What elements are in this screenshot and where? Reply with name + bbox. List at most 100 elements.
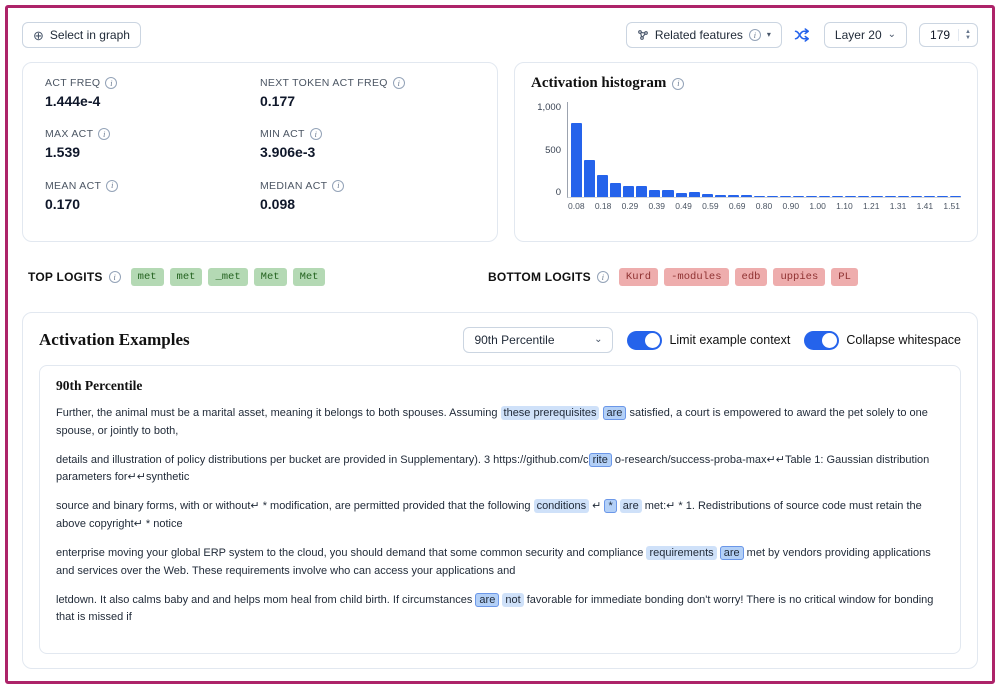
- examples-list: Further, the animal must be a marital as…: [56, 405, 944, 627]
- bottom-logit-token[interactable]: edb: [734, 268, 768, 286]
- collapse-whitespace-toggle[interactable]: [804, 330, 840, 350]
- bottom-logit-token[interactable]: PL: [831, 268, 858, 286]
- activation-example: Further, the animal must be a marital as…: [56, 405, 944, 441]
- histogram-bar: [701, 194, 713, 197]
- x-tick-label: 0.18: [594, 201, 612, 211]
- collapse-whitespace-label: Collapse whitespace: [846, 333, 961, 347]
- histogram-bar: [675, 192, 687, 197]
- info-icon[interactable]: i: [105, 77, 118, 89]
- limit-context-toggle[interactable]: [627, 330, 663, 350]
- bottom-logit-token[interactable]: uppies: [773, 268, 826, 286]
- toggle-knob: [822, 332, 838, 348]
- percentile-select[interactable]: 90th Percentile ⌄: [463, 327, 614, 353]
- stepper-up-icon[interactable]: ▲: [965, 29, 971, 35]
- stat-next-token-act-freq: NEXT TOKEN ACT FREQ i 0.177: [260, 77, 475, 124]
- select-in-graph-button[interactable]: ⊕ Select in graph: [22, 22, 141, 48]
- histogram-bar: [571, 122, 583, 197]
- histogram-bar: [636, 185, 648, 197]
- stat-label: MIN ACT: [260, 128, 305, 141]
- layer-select[interactable]: Layer 20 ⌄: [823, 22, 908, 48]
- activated-token[interactable]: these prerequisites: [500, 406, 600, 420]
- activated-token[interactable]: are: [475, 592, 500, 607]
- histogram-bar: [793, 195, 805, 197]
- histogram-bar: [819, 196, 831, 197]
- histogram: 1,000 500 0 0.08 0.18 0.29 0.39 0.49 0.59 0.69 0.…: [531, 102, 961, 211]
- x-tick-label: 1.00: [809, 201, 826, 211]
- histogram-bar: [832, 196, 844, 197]
- feature-index-stepper[interactable]: ▲ ▼: [958, 29, 971, 41]
- y-tick-label: 0: [555, 187, 561, 198]
- bottom-logits-label: BOTTOM LOGITS: [488, 270, 591, 284]
- activated-token[interactable]: *: [604, 499, 617, 514]
- activated-token[interactable]: are: [719, 545, 744, 560]
- histogram-bar: [858, 196, 870, 197]
- top-cards-row: ACT FREQ i 1.444e-4 NEXT TOKEN ACT FREQ i …: [22, 62, 978, 242]
- stats-card: ACT FREQ i 1.444e-4 NEXT TOKEN ACT FREQ i …: [22, 62, 498, 242]
- top-logit-token[interactable]: _met: [208, 268, 248, 286]
- activation-example: letdown. It also calms baby and and help…: [56, 592, 944, 628]
- layer-select-value: Layer 20: [834, 28, 882, 42]
- x-tick-label: 1.21: [862, 201, 880, 211]
- chevron-down-icon: ▾: [766, 30, 771, 39]
- histogram-y-axis: 1,000 500 0: [531, 102, 567, 198]
- bottom-logits-badges: Kurd -modules edb uppies PL: [618, 268, 858, 286]
- activated-token[interactable]: are: [619, 499, 642, 514]
- stat-value: 0.098: [260, 195, 296, 212]
- info-icon[interactable]: i: [98, 128, 111, 141]
- stat-value: 0.170: [45, 195, 81, 212]
- select-in-graph-label: Select in graph: [49, 28, 130, 42]
- histogram-bar: [597, 175, 609, 197]
- histogram-plot-area: 0.08 0.18 0.29 0.39 0.49 0.59 0.69 0.80 0.90 1.00…: [567, 102, 961, 211]
- related-features-icon: [637, 30, 648, 40]
- activation-examples-section: Activation Examples 90th Percentile ⌄ Li…: [22, 312, 978, 669]
- stepper-down-icon[interactable]: ▼: [965, 35, 971, 41]
- x-tick-label: 0.80: [755, 201, 773, 211]
- info-icon[interactable]: i: [106, 179, 119, 192]
- percentile-select-value: 90th Percentile: [474, 333, 555, 347]
- histogram-bar: [806, 195, 818, 197]
- feature-index-input[interactable]: 179 ▲ ▼: [919, 23, 978, 47]
- info-icon[interactable]: i: [392, 77, 405, 89]
- top-logit-token[interactable]: met: [130, 268, 164, 286]
- stat-label: ACT FREQ: [45, 77, 101, 89]
- info-icon[interactable]: i: [108, 271, 121, 283]
- x-tick-label: 1.41: [916, 201, 934, 211]
- examples-card: 90th Percentile Further, the animal must…: [39, 365, 961, 654]
- info-icon[interactable]: i: [332, 179, 345, 192]
- example-text: favorable for immediate bonding don't wo…: [56, 593, 934, 624]
- toggle-knob: [645, 332, 661, 348]
- shuffle-button[interactable]: [794, 27, 812, 43]
- info-icon[interactable]: i: [309, 128, 322, 141]
- example-text: met by vendors providing applications an…: [56, 546, 931, 577]
- x-tick-label: 1.10: [836, 201, 853, 211]
- example-text: enterprise moving your global ERP system…: [56, 546, 647, 559]
- top-logit-token[interactable]: met: [169, 268, 203, 286]
- histogram-bar: [897, 196, 909, 197]
- activated-token[interactable]: are: [602, 406, 627, 420]
- limit-context-toggle-group: Limit example context: [627, 330, 791, 350]
- x-tick-label: 0.90: [782, 201, 800, 211]
- activated-token[interactable]: rite: [588, 452, 612, 467]
- top-logit-token[interactable]: Met: [253, 268, 287, 286]
- info-icon[interactable]: i: [672, 77, 685, 90]
- bottom-logit-token[interactable]: Kurd: [618, 268, 659, 286]
- histogram-bar: [688, 192, 700, 197]
- activated-token[interactable]: conditions: [533, 499, 590, 514]
- histogram-bar: [884, 196, 896, 197]
- histogram-bar: [766, 195, 778, 197]
- activated-token[interactable]: not: [502, 592, 524, 607]
- histogram-bar: [610, 182, 622, 197]
- percentile-group-title: 90th Percentile: [56, 378, 143, 393]
- example-text: source and binary forms, with or without…: [56, 500, 534, 513]
- bottom-logit-token[interactable]: -modules: [664, 268, 729, 286]
- x-tick-label: 0.59: [702, 201, 719, 211]
- top-logits-badges: met met _met Met Met: [130, 268, 326, 286]
- related-features-button[interactable]: Related features i ▾: [625, 22, 782, 48]
- toolbar: ⊕ Select in graph Related features i ▾: [22, 20, 978, 50]
- histogram-bar: [662, 189, 674, 197]
- limit-context-label: Limit example context: [669, 333, 791, 347]
- info-icon[interactable]: i: [596, 271, 609, 283]
- activated-token[interactable]: requirements: [646, 545, 717, 560]
- top-logit-token[interactable]: Met: [292, 268, 326, 286]
